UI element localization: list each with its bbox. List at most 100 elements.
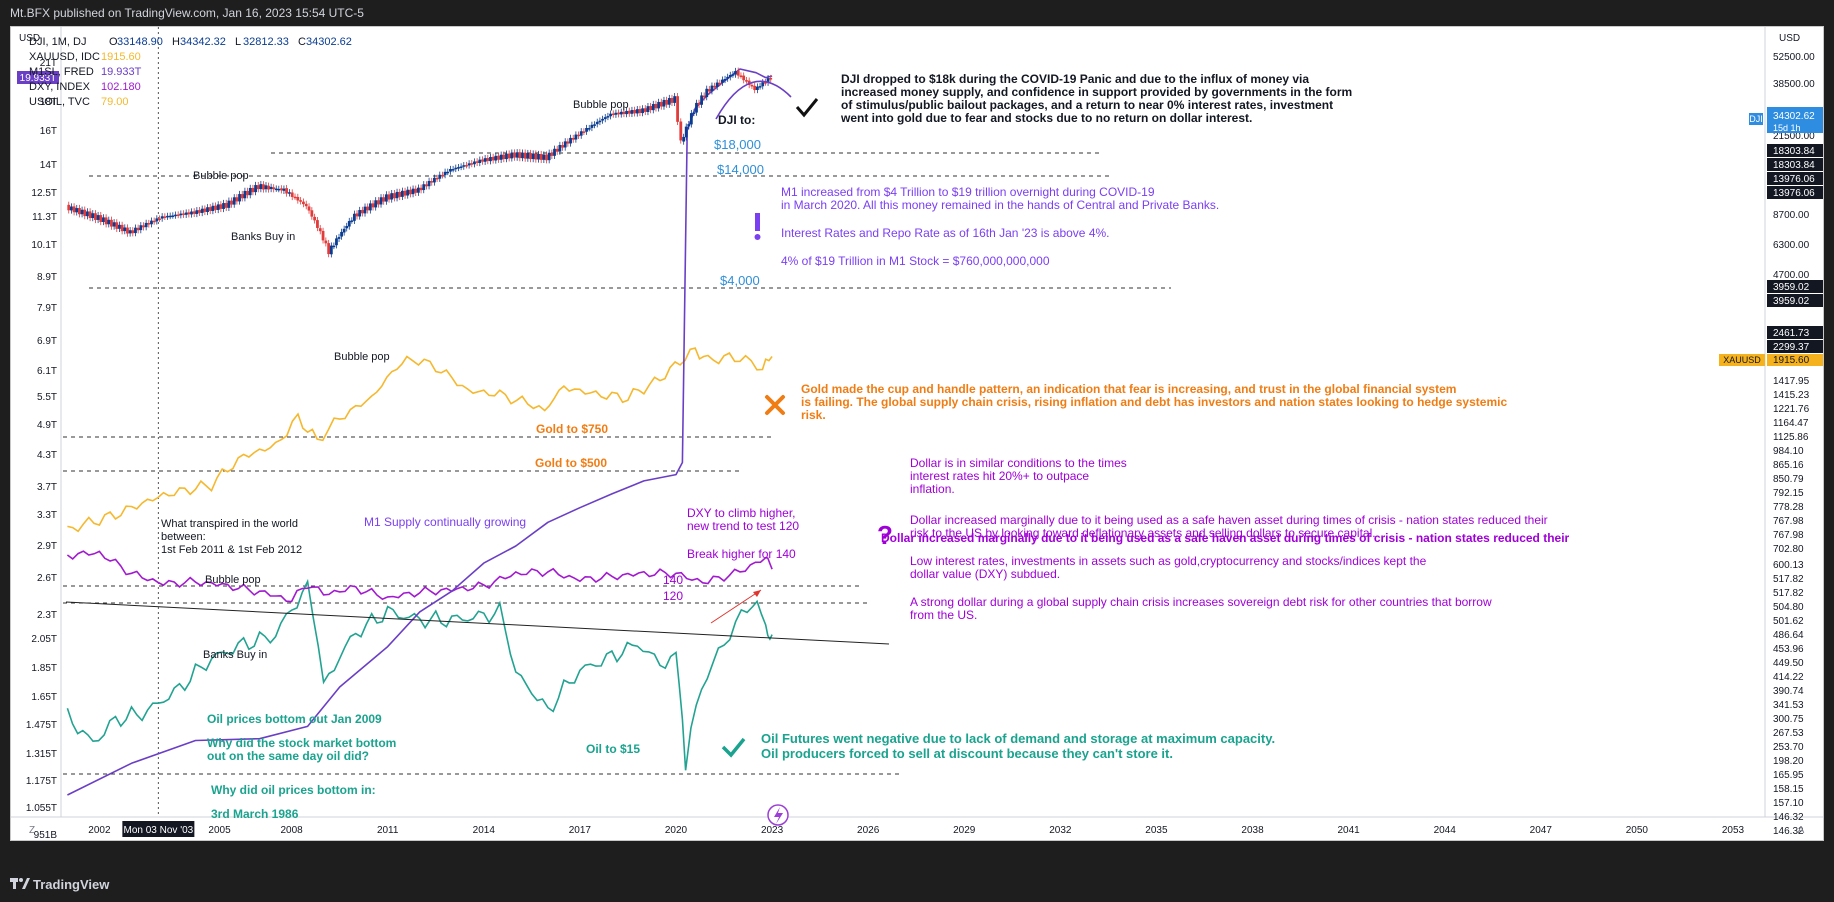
dji-candle (417, 187, 420, 193)
zoom-left-icon: Z (29, 825, 35, 836)
right-level-label: 1415.23 (1773, 390, 1810, 401)
dji-candle (750, 84, 754, 87)
dji-candle (486, 158, 490, 162)
dji-candle (269, 186, 273, 190)
dji-candle (499, 154, 503, 160)
dji-candle (86, 211, 89, 217)
legend-text: O (109, 36, 118, 48)
annotation-text: 120 (663, 589, 683, 603)
dji-candle (142, 225, 145, 228)
xauusd-line[interactable] (67, 347, 773, 533)
dji-candle (619, 111, 623, 115)
dji-candle (758, 86, 762, 88)
right-level-label: 767.98 (1773, 530, 1804, 541)
dji-candle (430, 181, 434, 183)
left-tick-label: 1.65T (31, 692, 57, 703)
left-tick-label: 1.475T (26, 720, 57, 731)
dji-candle (342, 228, 346, 233)
dji-candle (347, 221, 351, 227)
dji-candle (422, 184, 426, 191)
chart-svg[interactable]: USD 21T 18T 16T 14T 12.5T 11.3T 10.1T 8.9T 7.9T 6.… (11, 27, 1823, 840)
arrow-head (753, 590, 761, 597)
dji-candle (609, 113, 612, 117)
dji-candle (187, 212, 191, 215)
dji-candle (635, 109, 639, 114)
annotation-text: 1st Feb 2011 & 1st Feb 2012 (161, 544, 302, 556)
dji-candle (238, 194, 241, 202)
dji-candle (214, 205, 217, 210)
right-level-label: 3959.02 (1773, 296, 1810, 307)
dxy-line[interactable] (66, 550, 773, 603)
annotation-text: between: (161, 531, 206, 543)
dji-candle (403, 190, 407, 196)
right-level-label: 984.10 (1773, 446, 1804, 457)
dji-candle (128, 230, 132, 234)
dji-candle (715, 82, 719, 87)
dji-candle (710, 85, 714, 92)
dji-candle (667, 98, 671, 105)
dji-candle (316, 220, 319, 228)
dji-candle (200, 208, 204, 214)
annotation-text: Gold to $500 (535, 456, 607, 470)
usoil-line[interactable] (66, 578, 773, 771)
dji-candle (553, 148, 556, 156)
x-tick-label: 2008 (280, 825, 303, 836)
m1sl-line[interactable] (67, 68, 773, 796)
annotation-text: Break higher for 140 (687, 547, 796, 561)
dji-candle (766, 78, 770, 83)
dji-candle (408, 189, 412, 195)
right-level-label: 3959.02 (1773, 282, 1810, 293)
dji-candle (726, 76, 730, 79)
dji-candle (168, 215, 172, 218)
dji-candle (179, 213, 183, 216)
dji-candle (75, 208, 79, 213)
annotation-text: What transpired in the world (161, 518, 298, 530)
annotation-text: A strong dollar during a global supply c… (910, 595, 1492, 609)
right-tick-label: 6300.00 (1773, 240, 1810, 251)
dji-candle (282, 188, 286, 191)
dji-candle (761, 82, 765, 87)
dji-candle (123, 227, 127, 232)
dji-candle (687, 124, 691, 127)
annotation-text: new trend to test 120 (687, 519, 799, 533)
dji-candle (518, 152, 522, 159)
plot-background (11, 27, 1823, 840)
dji-candle (534, 153, 538, 160)
dji-candle (542, 154, 546, 160)
x-tick-label: 2023 (761, 825, 784, 836)
x-tick-label: 2035 (1145, 825, 1168, 836)
dji-candle (227, 200, 231, 208)
dji-candles[interactable] (67, 67, 773, 258)
annotation-text: Low interest rates, investments in asset… (910, 554, 1427, 568)
tradingview-logo[interactable]: TradingView (0, 868, 200, 899)
right-level-label: 13976.06 (1773, 174, 1815, 185)
right-level-label: 600.13 (1773, 560, 1804, 571)
right-level-label: 2461.73 (1773, 328, 1810, 339)
dji-candle (392, 193, 396, 199)
dji-candle (763, 82, 767, 84)
left-tick-label: 2.6T (37, 573, 57, 584)
right-tick-label: 8700.00 (1773, 210, 1810, 221)
right-level-label: 453.96 (1773, 644, 1804, 655)
dji-candle (523, 152, 527, 159)
left-tick-label: 10.1T (31, 240, 57, 251)
dji-candle (736, 70, 740, 76)
dji-candle (158, 218, 161, 221)
dji-candle (582, 131, 586, 133)
dji-candle (222, 203, 225, 209)
chart-area[interactable]: USD 21T 18T 16T 14T 12.5T 11.3T 10.1T 8.9T 7.9T 6.… (10, 26, 1824, 841)
annotation-text: Banks Buy in (203, 649, 267, 661)
annotation-text: Interest Rates and Repo Rate as of 16th … (781, 226, 1110, 240)
dji-candle (91, 213, 95, 219)
dji-candle (414, 188, 418, 193)
dji-candle (379, 197, 383, 205)
dji-candle (363, 206, 367, 214)
x-tick-label: 2041 (1337, 825, 1360, 836)
dji-candle (649, 106, 653, 111)
left-tick-label: 1.315T (26, 749, 57, 760)
lightning-bolt (774, 807, 783, 824)
dji-candle (332, 245, 336, 248)
dji-candle (182, 213, 185, 215)
footer-brand: TradingView (33, 877, 110, 892)
left-tick-label: 1.175T (26, 776, 57, 787)
